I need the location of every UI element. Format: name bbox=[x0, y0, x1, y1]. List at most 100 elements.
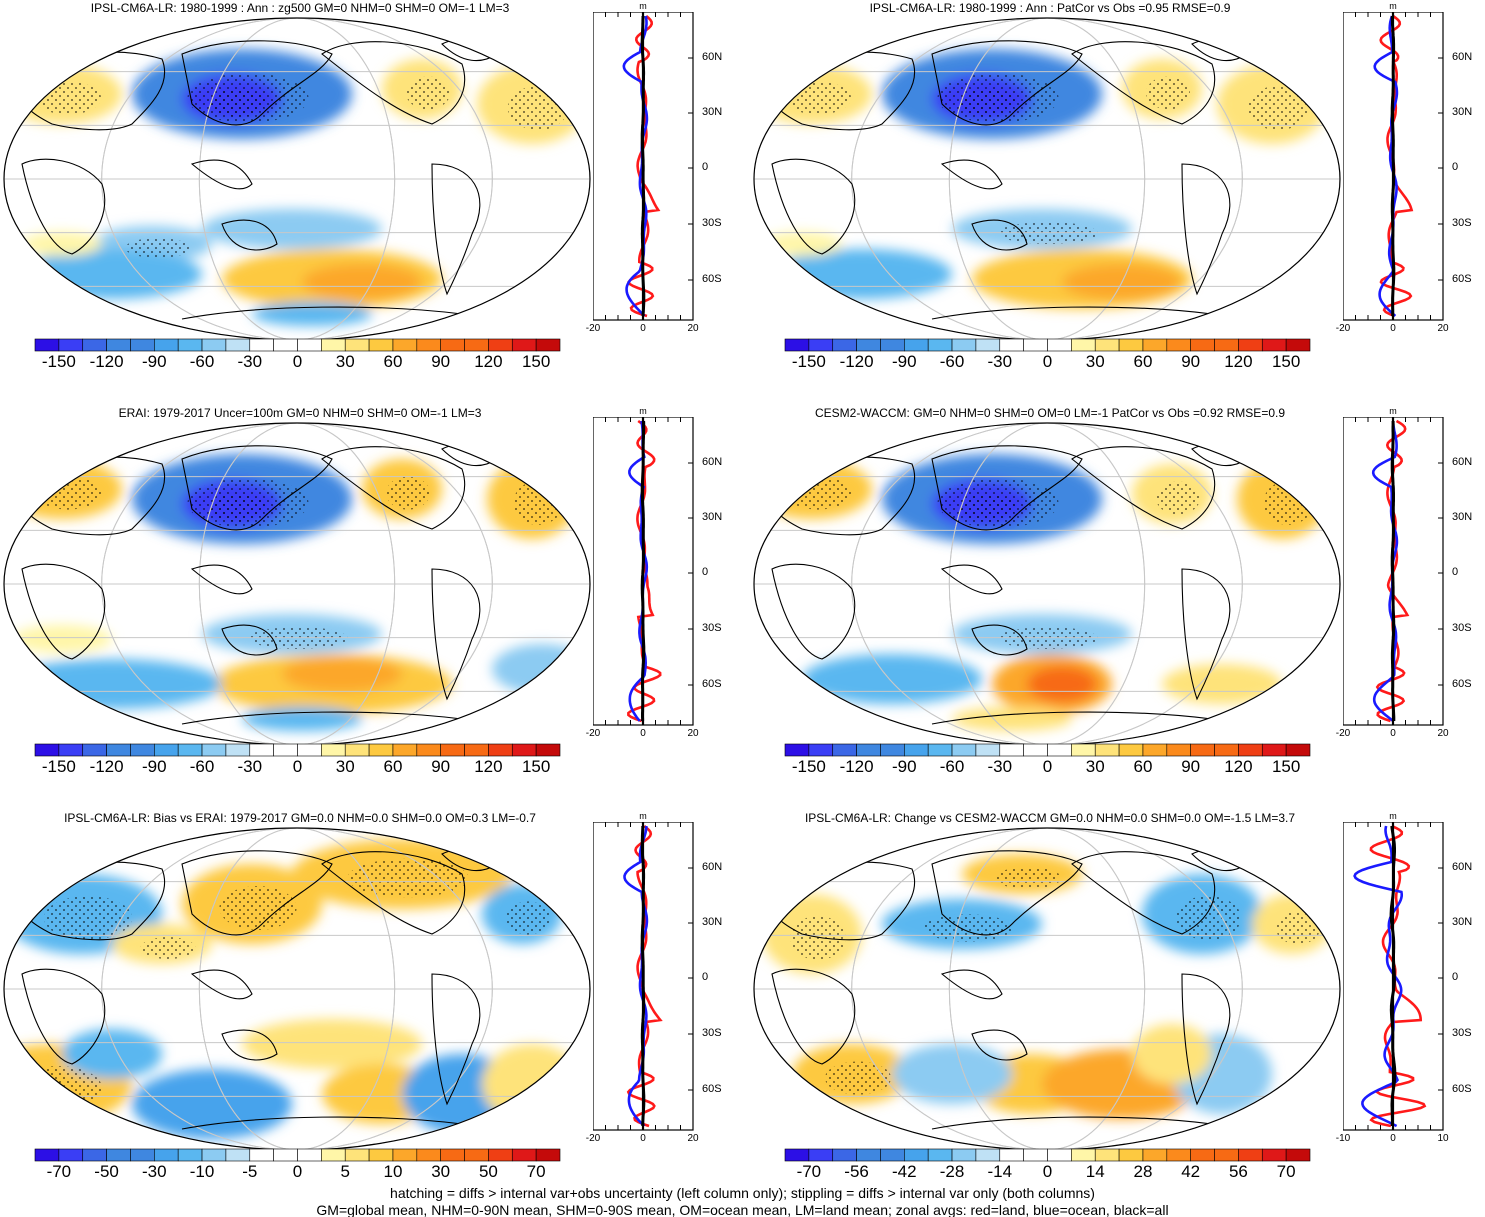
anomaly-region bbox=[22, 232, 102, 256]
colorbar-swatch bbox=[808, 743, 834, 757]
colorbar-swatch bbox=[880, 743, 905, 757]
colorbar-swatch bbox=[1023, 743, 1048, 757]
colorbar-label: -10 bbox=[189, 1162, 215, 1181]
colorbar-swatch bbox=[1047, 338, 1072, 352]
colorbar-swatch bbox=[106, 1148, 131, 1162]
colorbar-swatch bbox=[511, 1148, 537, 1162]
colorbar-swatch bbox=[344, 338, 370, 352]
latitude-label: 0 bbox=[1452, 161, 1459, 173]
colorbar-label: -70 bbox=[796, 1162, 822, 1181]
colorbar-swatch bbox=[1166, 338, 1191, 352]
colorbar-swatch bbox=[1071, 743, 1096, 757]
colorbar-label: -30 bbox=[237, 352, 263, 371]
colorbar-swatch bbox=[856, 743, 881, 757]
colorbar-swatch bbox=[1166, 1148, 1191, 1162]
colorbar-swatch bbox=[130, 1148, 155, 1162]
colorbar-label: 0 bbox=[1042, 352, 1053, 371]
colorbar-swatch bbox=[273, 1148, 298, 1162]
colorbar-swatch bbox=[225, 1148, 251, 1162]
colorbar-swatch bbox=[1285, 743, 1311, 757]
colorbar-label: 90 bbox=[1181, 352, 1201, 371]
anomaly-region bbox=[252, 302, 372, 326]
colorbar-swatch bbox=[999, 338, 1024, 352]
colorbar-label: -120 bbox=[839, 757, 874, 776]
zonal-x-tick-label: 0 bbox=[1390, 728, 1396, 739]
anomaly-region bbox=[132, 1069, 292, 1139]
latitude-label: 30S bbox=[1452, 217, 1472, 229]
colorbar-label: 0 bbox=[292, 1162, 303, 1181]
colorbar-swatch bbox=[58, 1148, 84, 1162]
colorbar-swatch bbox=[58, 743, 84, 757]
colorbar-label: 90 bbox=[431, 757, 451, 776]
colorbar-swatch bbox=[535, 743, 561, 757]
colorbar-swatch bbox=[297, 743, 322, 757]
colorbar-swatch bbox=[1166, 743, 1191, 757]
colorbar-swatch bbox=[154, 743, 179, 757]
colorbar-swatch bbox=[1285, 338, 1311, 352]
colorbar-swatch bbox=[416, 1148, 441, 1162]
colorbar bbox=[784, 1148, 1311, 1162]
colorbar-label: 90 bbox=[431, 352, 451, 371]
colorbar-swatch bbox=[130, 743, 155, 757]
colorbar-label: -30 bbox=[142, 1162, 167, 1181]
colorbar-swatch bbox=[106, 338, 131, 352]
world-map bbox=[753, 17, 1341, 341]
zonal-x-tick-label: -20 bbox=[585, 728, 601, 739]
colorbar bbox=[34, 1148, 561, 1162]
zonal-mean-plot bbox=[1343, 822, 1444, 1131]
colorbar-swatch bbox=[927, 1148, 953, 1162]
colorbar-swatch bbox=[511, 338, 537, 352]
colorbar-swatch bbox=[1118, 338, 1144, 352]
anomaly-region bbox=[772, 249, 952, 299]
zonal-x-tick-label: -20 bbox=[585, 323, 601, 334]
colorbar-swatch bbox=[808, 1148, 834, 1162]
colorbar-label: -90 bbox=[892, 352, 917, 371]
zonal-unit-label: m bbox=[1389, 811, 1397, 821]
colorbar-label: -56 bbox=[844, 1162, 869, 1181]
panel-1: IPSL-CM6A-LR: 1980-1999 : Ann : zg500 GM… bbox=[0, 0, 750, 395]
colorbar-label: -120 bbox=[89, 352, 124, 371]
colorbar-label: 5 bbox=[340, 1162, 350, 1181]
colorbar-label: 56 bbox=[1228, 1162, 1248, 1181]
colorbar-label: -14 bbox=[987, 1162, 1013, 1181]
colorbar-swatch bbox=[416, 338, 441, 352]
colorbar-label: 70 bbox=[526, 1162, 546, 1181]
colorbar-swatch bbox=[1261, 1148, 1287, 1162]
zonal-x-tick-label: 20 bbox=[687, 323, 699, 334]
zonal-x-tick-label: 0 bbox=[1390, 323, 1396, 334]
latitude-label: 0 bbox=[702, 566, 709, 578]
colorbar-swatch bbox=[1214, 338, 1239, 352]
colorbar-swatch bbox=[225, 338, 251, 352]
colorbar-label: 30 bbox=[1085, 757, 1105, 776]
colorbar-swatch bbox=[464, 743, 489, 757]
colorbar-swatch bbox=[904, 1148, 929, 1162]
colorbar-swatch bbox=[273, 743, 298, 757]
zonal-line-land bbox=[627, 15, 661, 318]
colorbar-swatch bbox=[1094, 743, 1120, 757]
zonal-unit-label: m bbox=[1389, 406, 1397, 416]
colorbar-swatch bbox=[440, 743, 465, 757]
panel-6: IPSL-CM6A-LR: Change vs CESM2-WACCM GM=0… bbox=[750, 810, 1485, 1205]
colorbar-label: 0 bbox=[292, 352, 303, 371]
colorbar-swatch bbox=[321, 1148, 346, 1162]
colorbar-label: 150 bbox=[1271, 757, 1301, 776]
colorbar-swatch bbox=[927, 338, 953, 352]
latitude-label: 60N bbox=[1452, 456, 1473, 468]
latitude-label: 30S bbox=[702, 217, 722, 229]
latitude-label: 30N bbox=[1452, 106, 1473, 118]
colorbar-label: 0 bbox=[1042, 757, 1053, 776]
colorbar-label: -150 bbox=[791, 352, 826, 371]
colorbar-label: 120 bbox=[474, 757, 503, 776]
colorbar-label: 60 bbox=[383, 352, 403, 371]
colorbar-swatch bbox=[154, 1148, 179, 1162]
latitude-label: 60S bbox=[702, 1083, 722, 1095]
colorbar-label: -5 bbox=[242, 1162, 258, 1181]
colorbar-label: -28 bbox=[939, 1162, 965, 1181]
zonal-x-tick-label: 0 bbox=[640, 728, 646, 739]
colorbar-label: 0 bbox=[292, 757, 303, 776]
zonal-x-tick-label: -20 bbox=[1335, 728, 1351, 739]
colorbar-swatch bbox=[225, 743, 251, 757]
zonal-line-ocean bbox=[623, 825, 649, 1127]
anomaly-region bbox=[1027, 666, 1097, 702]
colorbar-swatch bbox=[416, 743, 441, 757]
